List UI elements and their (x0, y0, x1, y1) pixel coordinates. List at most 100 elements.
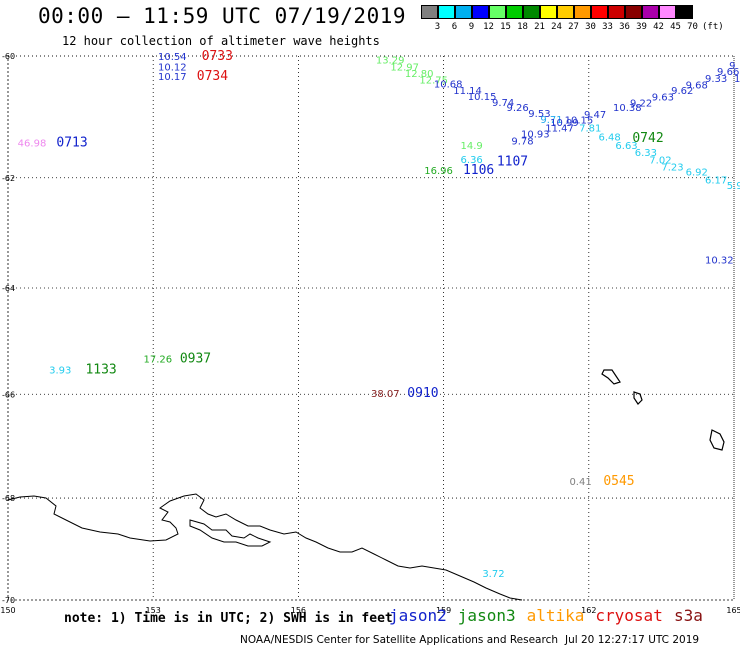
pass-time: 1133 (85, 362, 116, 377)
legend-label: 42 (653, 22, 664, 32)
island-1 (601, 369, 621, 385)
legend-label: 21 (534, 22, 545, 32)
swh-value: 6.63 (615, 141, 637, 152)
legend-swatch (608, 5, 625, 19)
legend-label: 12 (483, 22, 494, 32)
legend-label: 36 (619, 22, 630, 32)
legend-label: 27 (568, 22, 579, 32)
legend-label: 33 (602, 22, 613, 32)
swh-value: 9.33 (705, 74, 727, 85)
legend-swatch (642, 5, 659, 19)
map-frame (7, 55, 735, 601)
swh-value: 6.17 (705, 175, 727, 186)
swh-value: 10.93 (521, 130, 550, 141)
lon-label: 165 (726, 606, 740, 615)
pass-time: 0545 (603, 474, 634, 489)
swh-value: 9 (729, 61, 735, 72)
swh-value: 11.14 (453, 86, 482, 97)
pass-time: 0713 (56, 135, 87, 150)
legend-label: 24 (551, 22, 562, 32)
swh-value: 11.47 (545, 124, 574, 135)
generated-timestamp: Jul 20 12:27:17 UTC 2019 (565, 634, 700, 646)
swh-value: 9.74 (492, 98, 514, 109)
lon-label: 162 (581, 606, 596, 615)
swh-value: 7.02 (649, 156, 671, 167)
legend-label: 6 (451, 22, 458, 32)
satellite-jason2: jason2 (389, 606, 447, 625)
swh-value: 10.32 (705, 256, 734, 267)
swh-value: 6.36 (461, 155, 483, 166)
map-subtitle: 12 hour collection of altimeter wave hei… (62, 34, 380, 48)
swh-value: 5.9 (727, 181, 740, 192)
swh-value: 10.15 (468, 92, 497, 103)
swh-value: 9.53 (528, 109, 550, 120)
swh-value: 10.68 (434, 80, 463, 91)
lon-label: 150 (0, 606, 15, 615)
footnote: note: 1) Time is in UTC; 2) SWH is in fe… (64, 611, 393, 626)
swh-value: 13.29 (376, 56, 405, 67)
pass-time: 0741 (395, 0, 426, 4)
lat-label: -68 (2, 494, 15, 503)
swh-value: 38.07 (371, 389, 400, 400)
legend-swatch (438, 5, 455, 19)
lon-label: 159 (436, 606, 451, 615)
swh-value: 0.41 (569, 477, 591, 488)
legend-label: 18 (517, 22, 528, 32)
satellite-cryosat: cryosat (595, 606, 663, 625)
swh-value: 6.48 (598, 132, 620, 143)
swh-value: 1 (734, 74, 740, 85)
swh-value: 10.99 (550, 118, 579, 129)
swh-value: 6.92 (686, 168, 708, 179)
swh-value: 10.17 (158, 72, 187, 83)
swh-value: 17.26 (144, 355, 173, 366)
legend-label: 3 (434, 22, 441, 32)
swh-value: 10.54 (158, 52, 187, 63)
swh-value: 9.63 (652, 93, 674, 104)
swh-value: 9.26 (507, 103, 529, 114)
swh-value: 3.72 (482, 569, 504, 580)
legend-swatch (574, 5, 591, 19)
satellite-altika: altika (526, 606, 585, 625)
pass-time: 1107 (497, 154, 528, 169)
swh-value: 10.38 (613, 103, 642, 114)
swh-value: 14.9 (461, 141, 483, 152)
coastline (7, 369, 725, 601)
legend-swatch (540, 5, 557, 19)
legend-swatch (523, 5, 540, 19)
legend-swatch (489, 5, 506, 19)
swh-value: 12.97 (390, 62, 419, 73)
swh-value: 9.47 (584, 110, 606, 121)
lon-label: 153 (146, 606, 161, 615)
lat-label: -64 (2, 284, 15, 293)
swh-value: 9.22 (630, 99, 652, 110)
swh-value: 12.80 (405, 69, 434, 80)
swh-value: 9.78 (511, 137, 533, 148)
pass-time: 1106 (463, 163, 494, 178)
legend-label: 9 (468, 22, 475, 32)
map-title: 00:00 — 11:59 UTC 07/19/2019 (38, 4, 407, 28)
swh-value: 9.66 (717, 67, 739, 78)
swh-value: 12.95 (356, 0, 385, 3)
swh-value: 9.62 (671, 86, 693, 97)
legend-swatch (421, 5, 438, 19)
lat-label: -66 (2, 390, 15, 399)
swh-value: 12.75 (419, 75, 448, 86)
legend-label: 15 (500, 22, 511, 32)
legend-swatch (455, 5, 472, 19)
legend-label: 45 (670, 22, 681, 32)
coastline-inlet (189, 519, 272, 547)
legend-swatch (591, 5, 608, 19)
coastline-outline (7, 493, 523, 601)
lat-label: -70 (2, 596, 15, 605)
pass-time: 0734 (197, 69, 228, 84)
satellite-jason3: jason3 (457, 606, 516, 625)
legend-label: 30 (585, 22, 596, 32)
legend-label: 70 (687, 22, 698, 32)
lat-label: -60 (2, 52, 15, 61)
credit-line: NOAA/NESDIS Center for Satellite Applica… (240, 634, 558, 646)
swh-value: 7.23 (661, 162, 683, 173)
swh-value: 7.81 (579, 124, 601, 135)
pass-time: 0937 (180, 352, 211, 367)
pass-time: 0742 (632, 131, 663, 146)
